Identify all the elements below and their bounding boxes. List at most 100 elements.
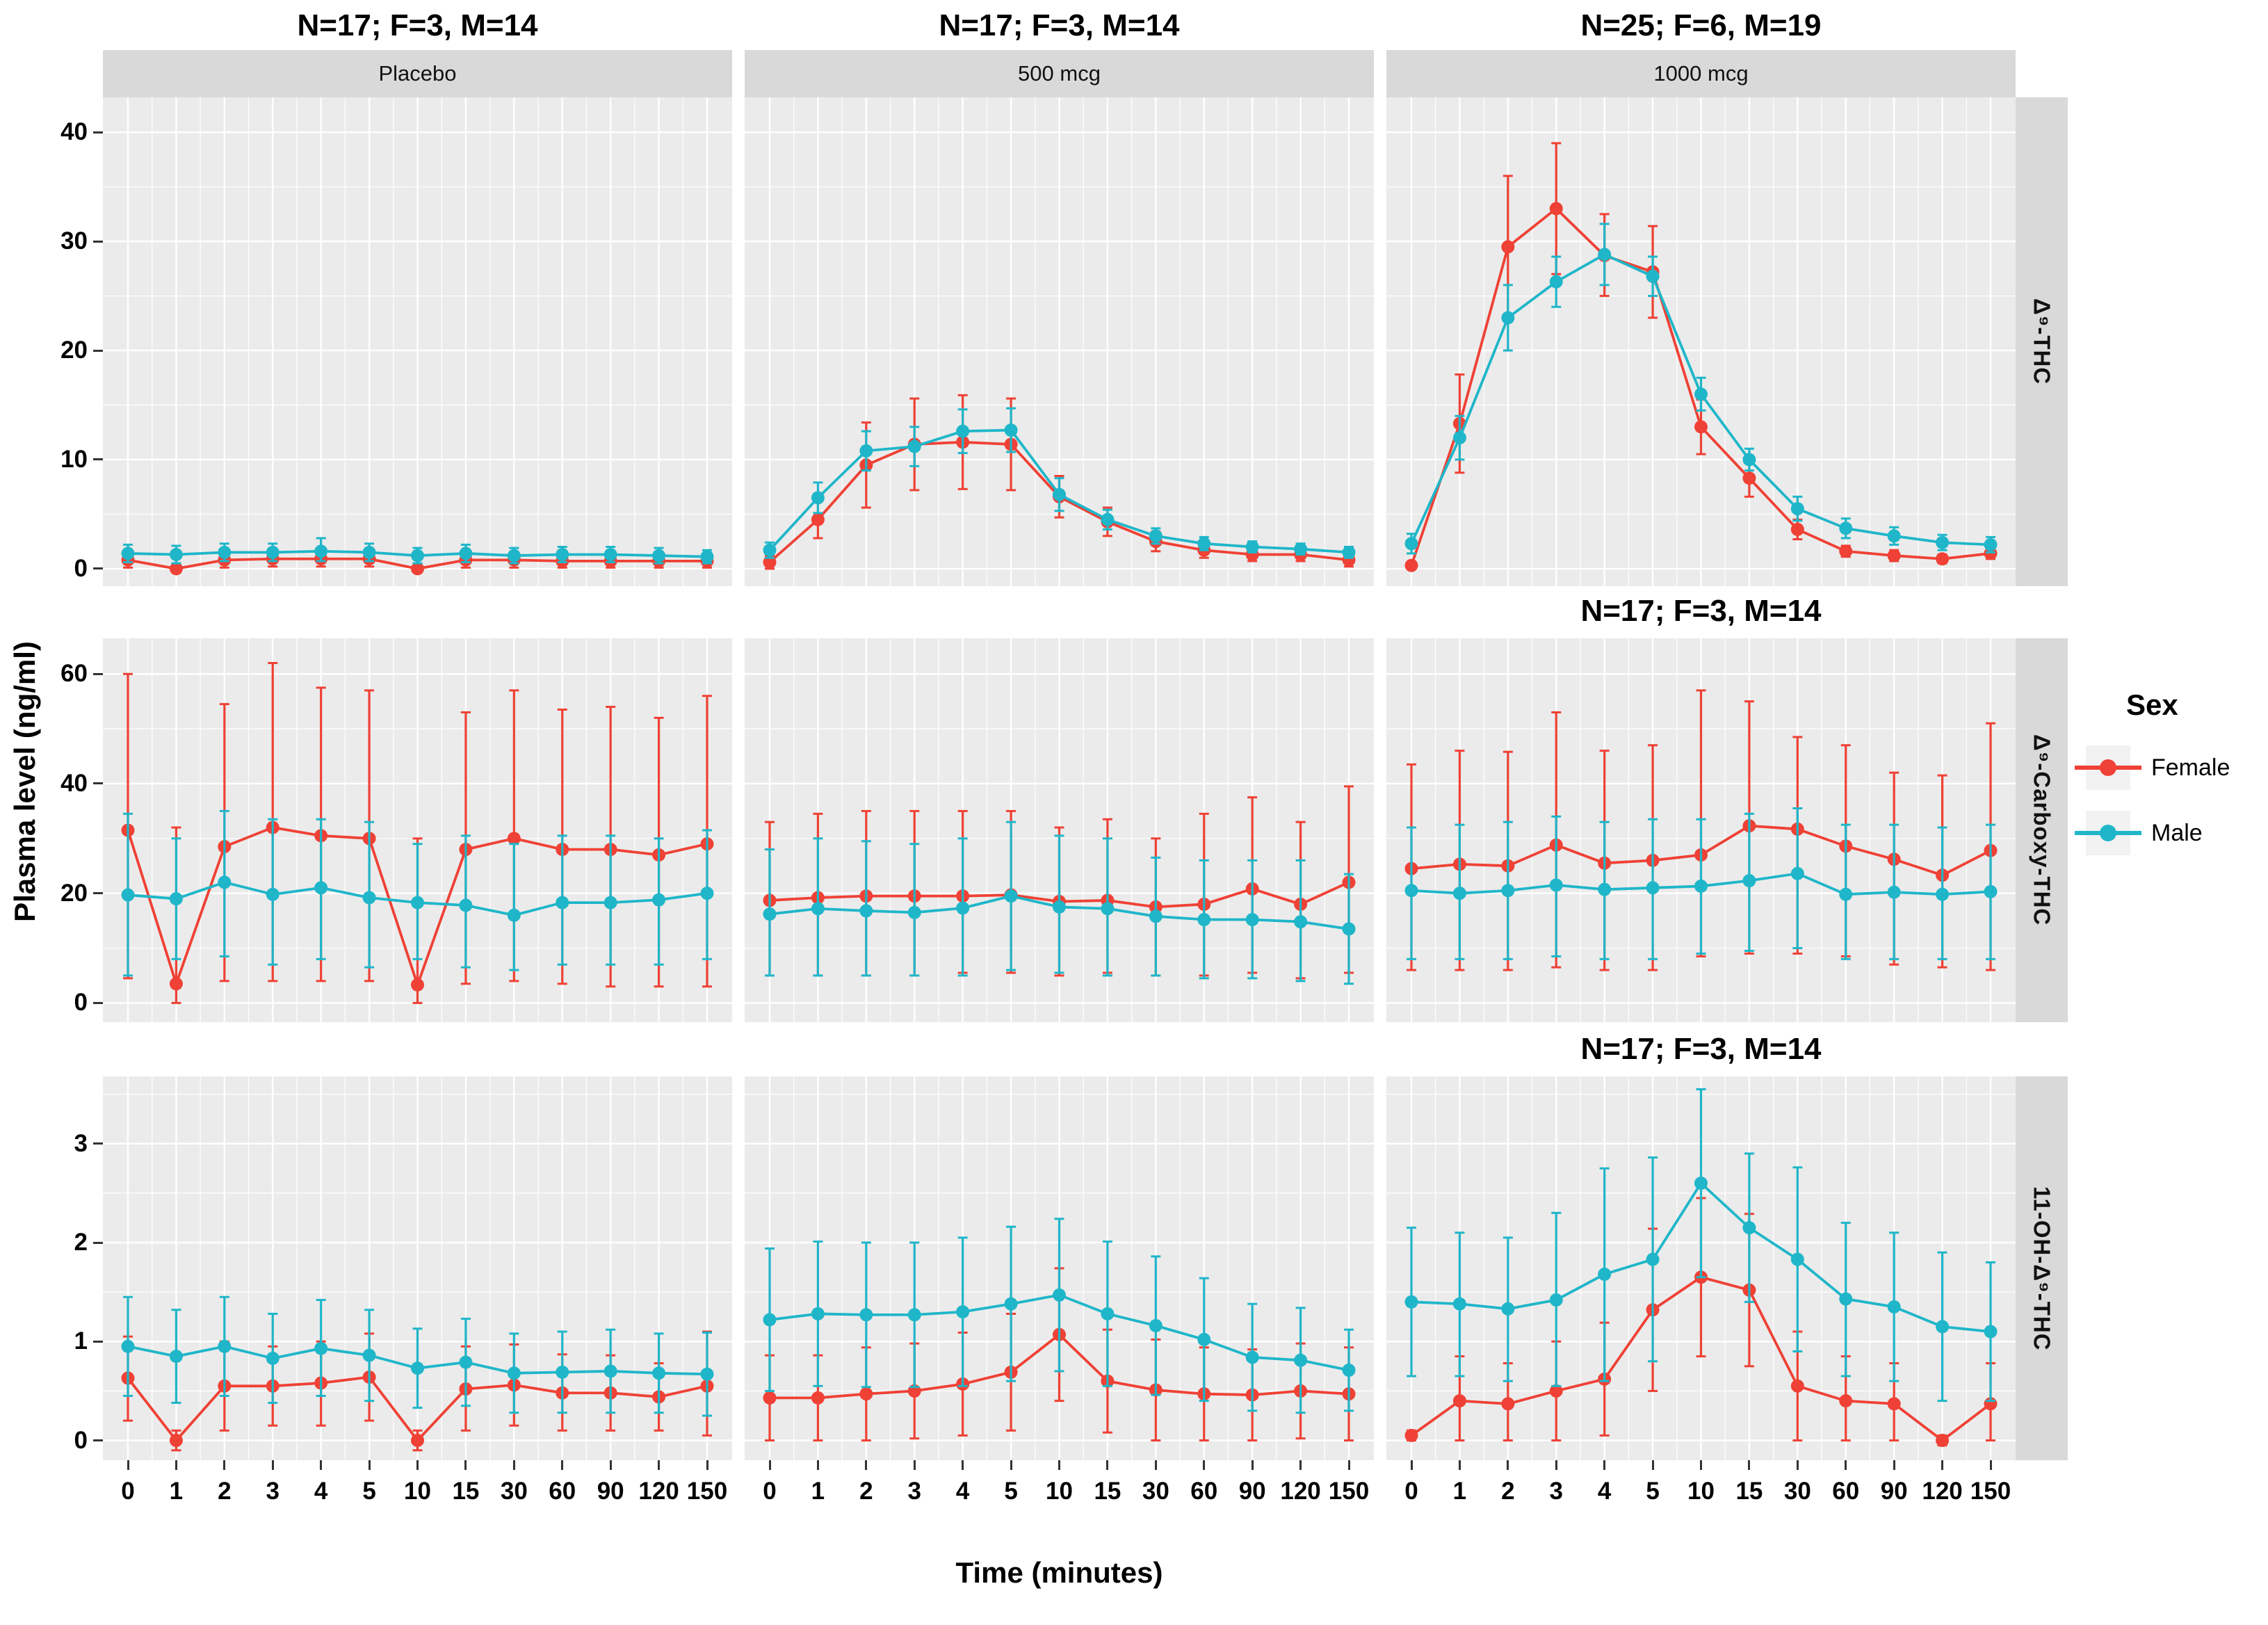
x-tick-mark bbox=[609, 1460, 612, 1470]
data-point bbox=[763, 1313, 777, 1327]
data-point bbox=[811, 512, 825, 526]
data-point bbox=[1549, 275, 1563, 289]
y-tick-mark bbox=[93, 349, 103, 352]
x-tick-mark bbox=[1748, 1460, 1751, 1470]
data-point bbox=[1887, 1397, 1901, 1411]
x-tick-mark bbox=[816, 1460, 819, 1470]
data-point bbox=[1839, 522, 1853, 535]
data-point bbox=[1101, 1307, 1115, 1320]
data-point bbox=[1742, 1221, 1756, 1235]
panel-500mcg-d9-carboxy-thc bbox=[745, 638, 1374, 1022]
data-point bbox=[507, 908, 521, 922]
data-point bbox=[1245, 540, 1259, 554]
data-point bbox=[763, 1391, 777, 1405]
data-point bbox=[763, 555, 777, 569]
data-point bbox=[1004, 423, 1018, 437]
x-tick-mark bbox=[913, 1460, 916, 1470]
data-point bbox=[1742, 471, 1756, 485]
data-point bbox=[411, 896, 424, 909]
data-point bbox=[507, 549, 521, 563]
x-tick-mark bbox=[706, 1460, 708, 1470]
data-point bbox=[314, 1341, 328, 1355]
x-tick-mark bbox=[127, 1460, 129, 1470]
data-point bbox=[1936, 535, 1950, 549]
facet-title-1000mcg-n: N=25; F=6, M=19 bbox=[1580, 8, 1822, 42]
x-tick-label: 120 bbox=[1922, 1478, 1963, 1505]
panel-placebo-11-oh-d9-thc bbox=[103, 1076, 732, 1460]
data-point bbox=[1294, 1353, 1308, 1367]
facet-title-11oh-n: N=17; F=3, M=14 bbox=[1580, 1032, 1822, 1066]
y-tick-label: 20 bbox=[60, 879, 88, 907]
data-point bbox=[1549, 202, 1563, 216]
strip-d9-carboxy-thc: Δ⁹-Carboxy-THC bbox=[2016, 638, 2068, 1022]
data-point bbox=[1936, 1320, 1950, 1334]
data-point bbox=[1501, 240, 1515, 254]
facet-title-placebo-n: N=17; F=3, M=14 bbox=[297, 8, 538, 42]
x-tick-mark bbox=[1251, 1460, 1254, 1470]
data-point bbox=[652, 1366, 666, 1380]
y-tick-label: 60 bbox=[60, 660, 88, 688]
x-tick-mark bbox=[175, 1460, 177, 1470]
panel-500mcg-d9-thc bbox=[745, 97, 1374, 586]
data-point bbox=[1294, 915, 1308, 929]
data-point bbox=[1549, 878, 1563, 892]
x-tick-label: 2 bbox=[859, 1478, 873, 1505]
x-tick-mark bbox=[368, 1460, 371, 1470]
data-point bbox=[1790, 1379, 1804, 1393]
data-point bbox=[907, 1308, 921, 1322]
data-point bbox=[411, 1434, 424, 1448]
data-point bbox=[1501, 884, 1515, 898]
data-point bbox=[811, 1391, 825, 1405]
x-tick-label: 0 bbox=[763, 1478, 777, 1505]
data-point bbox=[1197, 537, 1211, 551]
legend-label-female: Female bbox=[2151, 754, 2230, 781]
data-point bbox=[1839, 887, 1853, 901]
data-point bbox=[266, 545, 280, 559]
legend: Sex Female Male bbox=[2075, 688, 2267, 876]
data-point bbox=[1342, 1364, 1356, 1377]
data-point bbox=[266, 887, 280, 901]
x-tick-label: 30 bbox=[1783, 1478, 1811, 1505]
data-point bbox=[1742, 453, 1756, 467]
data-point bbox=[362, 545, 376, 559]
legend-title: Sex bbox=[2126, 688, 2178, 721]
x-tick-label: 30 bbox=[500, 1478, 528, 1505]
data-point bbox=[1694, 387, 1708, 401]
x-tick-label: 2 bbox=[1501, 1478, 1515, 1505]
y-tick-label: 30 bbox=[60, 227, 88, 255]
panel-placebo-d9-carboxy-thc bbox=[103, 638, 732, 1022]
x-tick-label: 4 bbox=[314, 1478, 328, 1505]
data-point bbox=[763, 543, 777, 557]
x-tick-label: 1 bbox=[1452, 1478, 1467, 1505]
x-tick-mark bbox=[1507, 1460, 1509, 1470]
x-tick-label: 2 bbox=[218, 1478, 232, 1505]
x-tick-label: 150 bbox=[1328, 1478, 1370, 1505]
data-point bbox=[907, 905, 921, 919]
female-line-point-icon bbox=[2075, 745, 2141, 790]
y-tick-label: 1 bbox=[74, 1327, 88, 1355]
data-point bbox=[1549, 1384, 1563, 1398]
x-axis-title: Time (minutes) bbox=[955, 1556, 1163, 1589]
data-point bbox=[1101, 902, 1115, 916]
data-point bbox=[1887, 885, 1901, 899]
strip-d9-thc: Δ⁹-THC bbox=[2016, 97, 2068, 586]
x-tick-mark bbox=[1299, 1460, 1302, 1470]
data-point bbox=[1245, 913, 1259, 927]
data-point bbox=[956, 901, 970, 915]
x-tick-mark bbox=[416, 1460, 419, 1470]
data-point bbox=[859, 1308, 873, 1322]
data-point bbox=[1887, 1300, 1901, 1313]
data-point bbox=[1646, 1252, 1660, 1266]
data-point bbox=[1197, 913, 1211, 927]
x-tick-label: 5 bbox=[1004, 1478, 1018, 1505]
x-tick-mark bbox=[1845, 1460, 1847, 1470]
y-tick-mark bbox=[93, 240, 103, 243]
data-point bbox=[507, 1366, 521, 1380]
strip-1000mcg: 1000 mcg bbox=[1386, 50, 2016, 97]
x-tick-label: 10 bbox=[1687, 1478, 1715, 1505]
x-tick-mark bbox=[1058, 1460, 1060, 1470]
data-point bbox=[362, 891, 376, 905]
x-tick-mark bbox=[1203, 1460, 1206, 1470]
data-point bbox=[1053, 900, 1066, 914]
data-point bbox=[763, 907, 777, 921]
